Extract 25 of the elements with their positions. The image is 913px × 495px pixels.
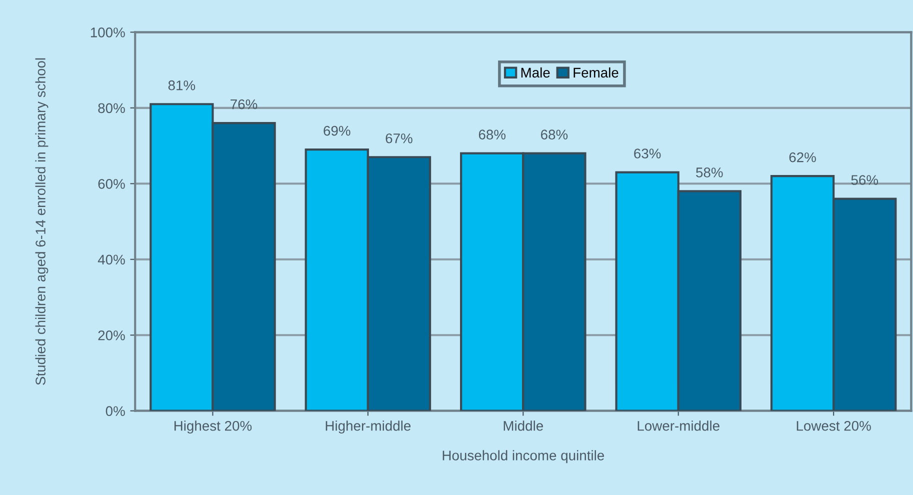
data-label: 81% xyxy=(168,80,196,90)
data-label: 62% xyxy=(789,152,816,162)
y-tick-label: 60% xyxy=(98,178,125,189)
data-label: 56% xyxy=(851,175,878,185)
x-tick-label: Higher-middle xyxy=(326,420,411,434)
data-label: 58% xyxy=(696,168,723,178)
data-label: 69% xyxy=(324,126,350,136)
data-label: 76% xyxy=(230,99,258,110)
y-axis-title: Studied children aged 6-14 enrolled in primary school xyxy=(35,58,48,385)
legend-label: Male xyxy=(521,67,550,78)
y-tick-label: 0% xyxy=(106,406,125,416)
x-tick-label: Lowest 20% xyxy=(796,420,871,431)
legend-label: Female xyxy=(574,67,618,78)
x-axis-title: Household income quintile xyxy=(442,450,604,464)
x-tick-label: Highest 20% xyxy=(174,420,252,434)
data-label: 63% xyxy=(634,148,661,158)
x-tick-label: Middle xyxy=(504,420,543,431)
y-tick-label: 100% xyxy=(90,28,125,38)
y-tick-label: 80% xyxy=(98,103,125,114)
data-label: 68% xyxy=(541,130,568,140)
y-tick-label: 20% xyxy=(98,330,125,340)
x-tick-label: Lower-middle xyxy=(638,420,720,431)
data-label: 67% xyxy=(386,133,412,144)
data-label: 68% xyxy=(478,130,506,140)
y-tick-label: 40% xyxy=(98,254,125,265)
